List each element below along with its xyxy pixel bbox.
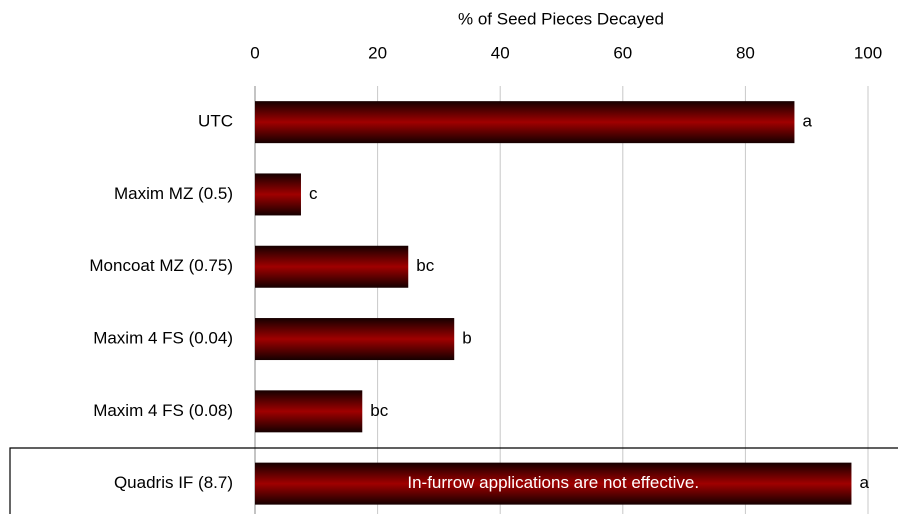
bar — [255, 390, 363, 433]
x-tick-label: 80 — [736, 43, 755, 62]
significance-letter: b — [462, 329, 471, 348]
marks — [255, 101, 852, 505]
y-tick-label: Quadris IF (8.7) — [114, 473, 233, 492]
significance-letter: a — [859, 473, 869, 492]
x-tick-label: 20 — [368, 43, 387, 62]
bar — [255, 462, 852, 505]
y-tick-label: Moncoat MZ (0.75) — [89, 256, 233, 275]
significance-letter: a — [802, 112, 812, 131]
x-tick-label: 0 — [250, 43, 259, 62]
bar — [255, 318, 455, 361]
x-tick-label: 40 — [491, 43, 510, 62]
bar — [255, 101, 795, 144]
y-tick-label: Maxim MZ (0.5) — [114, 184, 233, 203]
x-tick-label: 60 — [613, 43, 632, 62]
x-tick-label: 100 — [854, 43, 882, 62]
significance-letter: bc — [370, 401, 388, 420]
y-tick-label: Maxim 4 FS (0.04) — [93, 329, 233, 348]
y-tick-label: Maxim 4 FS (0.08) — [93, 401, 233, 420]
highlight-box — [9, 447, 898, 514]
annotation: In-furrow applications are not effective… — [407, 473, 699, 492]
significance-letter: c — [309, 184, 318, 203]
significance-letter: bc — [416, 256, 434, 275]
axis-title: % of Seed Pieces Decayed — [458, 9, 664, 28]
grid — [377, 86, 869, 514]
y-tick-label: UTC — [198, 112, 233, 131]
bar — [255, 173, 301, 216]
bar — [255, 245, 409, 288]
